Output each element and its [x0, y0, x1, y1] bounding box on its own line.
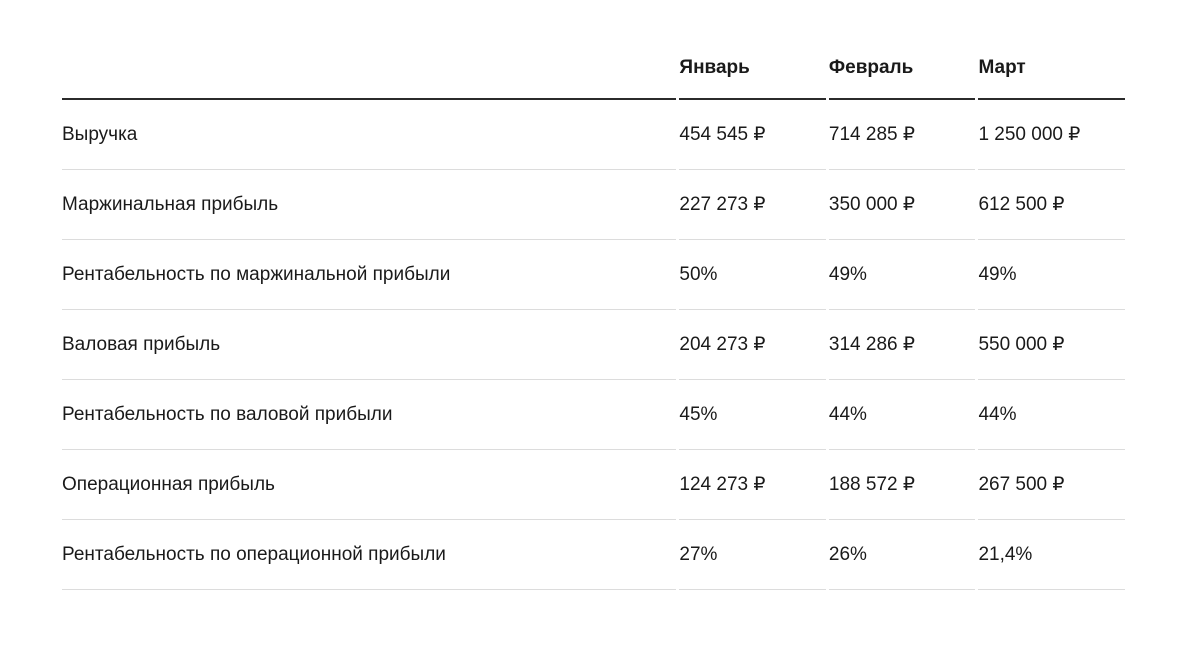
value-february: 314 286 ₽: [828, 310, 976, 380]
value-march: 1 250 000 ₽: [978, 100, 1125, 170]
table-row: Рентабельность по маржинальной прибыли 5…: [62, 240, 1125, 310]
value-march: 44%: [978, 380, 1125, 450]
value-february: 714 285 ₽: [828, 100, 976, 170]
metric-label: Выручка: [62, 100, 677, 170]
table-container: Январь Февраль Март Выручка 454 545 ₽ 71…: [59, 38, 1128, 590]
metric-label: Валовая прибыль: [62, 310, 677, 380]
column-header-march: Март: [978, 38, 1125, 100]
table-row: Маржинальная прибыль 227 273 ₽ 350 000 ₽…: [62, 170, 1125, 240]
table-header-row: Январь Февраль Март: [62, 38, 1125, 100]
table-row: Валовая прибыль 204 273 ₽ 314 286 ₽ 550 …: [62, 310, 1125, 380]
value-march: 267 500 ₽: [978, 450, 1125, 520]
value-january: 45%: [679, 380, 826, 450]
metric-label: Маржинальная прибыль: [62, 170, 677, 240]
table-row: Рентабельность по валовой прибыли 45% 44…: [62, 380, 1125, 450]
value-march: 612 500 ₽: [978, 170, 1125, 240]
monthly-pnl-table: Январь Февраль Март Выручка 454 545 ₽ 71…: [59, 38, 1128, 590]
value-january: 124 273 ₽: [679, 450, 826, 520]
column-header-january: Январь: [679, 38, 826, 100]
value-january: 27%: [679, 520, 826, 590]
value-march: 21,4%: [978, 520, 1125, 590]
value-january: 227 273 ₽: [679, 170, 826, 240]
value-february: 49%: [828, 240, 976, 310]
value-february: 26%: [828, 520, 976, 590]
table-row: Рентабельность по операционной прибыли 2…: [62, 520, 1125, 590]
value-february: 350 000 ₽: [828, 170, 976, 240]
value-january: 204 273 ₽: [679, 310, 826, 380]
table-row: Выручка 454 545 ₽ 714 285 ₽ 1 250 000 ₽: [62, 100, 1125, 170]
metric-label: Операционная прибыль: [62, 450, 677, 520]
table-row: Операционная прибыль 124 273 ₽ 188 572 ₽…: [62, 450, 1125, 520]
metric-label: Рентабельность по операционной прибыли: [62, 520, 677, 590]
value-february: 44%: [828, 380, 976, 450]
metric-column-header: [62, 38, 677, 100]
value-march: 550 000 ₽: [978, 310, 1125, 380]
metric-label: Рентабельность по маржинальной прибыли: [62, 240, 677, 310]
value-january: 454 545 ₽: [679, 100, 826, 170]
metric-label: Рентабельность по валовой прибыли: [62, 380, 677, 450]
column-header-february: Февраль: [828, 38, 976, 100]
value-march: 49%: [978, 240, 1125, 310]
value-january: 50%: [679, 240, 826, 310]
value-february: 188 572 ₽: [828, 450, 976, 520]
